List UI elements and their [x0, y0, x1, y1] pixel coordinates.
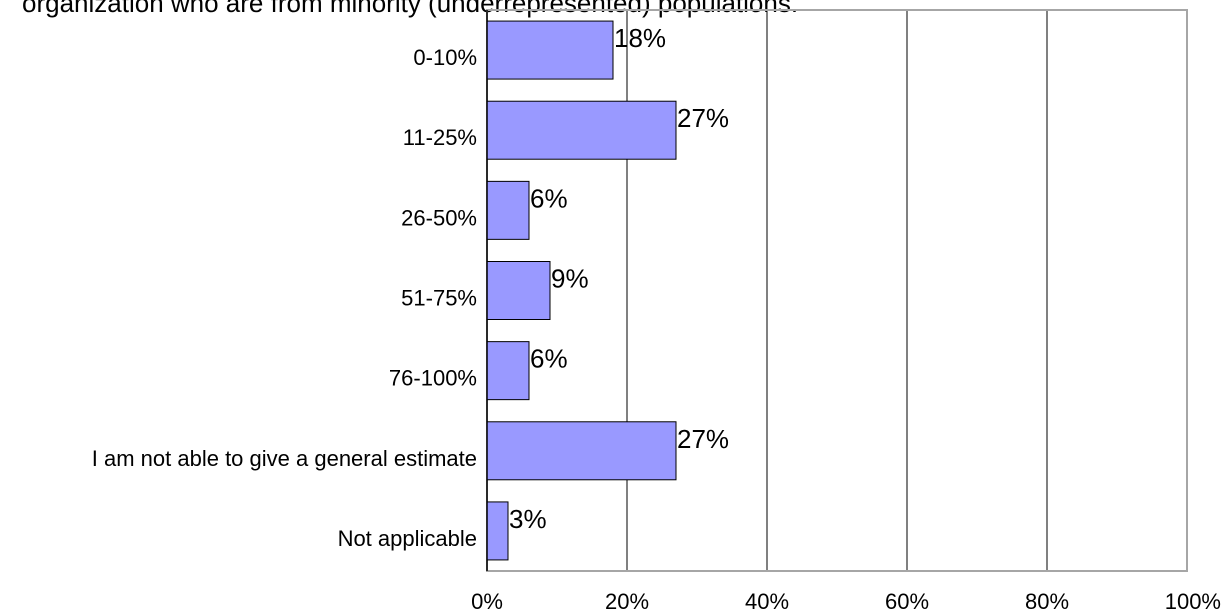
- x-tick-label: 100%: [1165, 589, 1221, 614]
- x-tick-label: 0%: [471, 589, 503, 614]
- value-label: 27%: [677, 424, 729, 454]
- category-label: Not applicable: [338, 526, 477, 551]
- category-label: 51-75%: [401, 286, 477, 311]
- category-label: 26-50%: [401, 205, 477, 230]
- category-label: 0-10%: [413, 45, 477, 70]
- x-tick-label: 80%: [1025, 589, 1069, 614]
- category-label: 11-25%: [403, 125, 477, 150]
- value-label: 27%: [677, 103, 729, 133]
- bar: [486, 501, 509, 561]
- value-label: 9%: [551, 264, 589, 294]
- value-label: 6%: [530, 344, 568, 374]
- bar: [486, 180, 530, 240]
- x-tick-label: 60%: [885, 589, 929, 614]
- value-label: 18%: [614, 23, 666, 53]
- bar: [486, 261, 551, 320]
- x-tick-label: 40%: [745, 589, 789, 614]
- category-label: 76-100%: [389, 366, 477, 391]
- bar: [486, 421, 677, 481]
- bar: [486, 100, 677, 160]
- x-tick-label: 20%: [605, 589, 649, 614]
- chart-title: organization who are from minority (unde…: [22, 0, 799, 18]
- plot-frame: [486, 9, 1188, 572]
- category-label: I am not able to give a general estimate: [92, 446, 477, 471]
- bar: [486, 341, 530, 401]
- bar: [486, 20, 614, 80]
- value-label: 6%: [530, 183, 568, 213]
- value-label: 3%: [509, 504, 547, 534]
